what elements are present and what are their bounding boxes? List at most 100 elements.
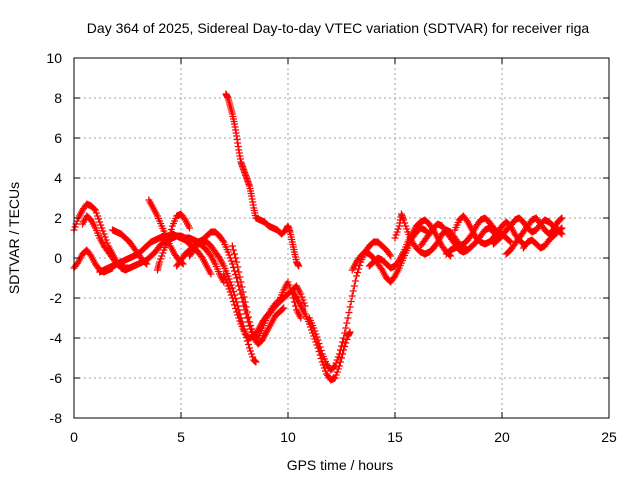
data-point — [315, 340, 323, 347]
data-point — [331, 362, 339, 370]
data-point — [321, 367, 329, 375]
series-arc-late-2 — [365, 216, 455, 272]
data-point — [158, 252, 166, 260]
data-point — [391, 234, 399, 242]
data-point — [235, 282, 243, 290]
data-point — [557, 215, 565, 223]
data-point — [349, 287, 357, 295]
data-point — [333, 368, 341, 376]
series-arc-mid-1 — [109, 226, 151, 268]
data-point — [334, 353, 342, 361]
x-tick-label: 20 — [494, 429, 510, 445]
data-point — [355, 265, 363, 273]
data-point — [332, 359, 340, 367]
data-point — [313, 333, 321, 341]
data-point — [346, 328, 354, 336]
data-point — [235, 314, 243, 322]
data-point — [351, 277, 359, 285]
data-point — [332, 371, 340, 379]
data-point — [71, 223, 79, 231]
data-point — [348, 292, 356, 300]
chart-title: Day 364 of 2025, Sidereal Day-to-day VTE… — [87, 20, 590, 36]
data-point — [233, 274, 241, 282]
data-point — [335, 350, 343, 358]
data-point — [341, 329, 349, 337]
series-arc-mid-3 — [153, 210, 194, 274]
data-point — [284, 278, 292, 286]
data-point — [228, 242, 236, 250]
data-point — [392, 231, 400, 239]
data-point — [249, 329, 257, 336]
data-point — [224, 272, 232, 280]
data-point — [240, 293, 248, 301]
data-point — [226, 288, 234, 296]
series-arc-dip-2 — [305, 238, 395, 374]
data-point — [97, 221, 105, 229]
data-point — [142, 259, 150, 267]
y-tick-label: -6 — [50, 370, 63, 386]
data-point — [228, 284, 236, 292]
data-point — [403, 225, 411, 233]
x-tick-label: 25 — [601, 429, 617, 445]
data-point — [402, 222, 410, 230]
data-point — [245, 344, 253, 352]
data-point — [295, 262, 303, 270]
data-point — [338, 342, 345, 350]
data-point — [557, 225, 565, 233]
data-point — [400, 216, 408, 224]
data-point — [314, 336, 322, 344]
data-point — [280, 304, 288, 312]
data-point — [159, 249, 167, 257]
data-point — [386, 251, 394, 258]
data-point — [338, 354, 345, 362]
plot-frame — [73, 57, 610, 419]
data-point — [279, 305, 287, 313]
data-point — [232, 305, 240, 312]
data-point — [334, 365, 342, 373]
series-arc-late-8 — [502, 214, 566, 258]
data-point — [165, 233, 173, 240]
data-point — [393, 228, 401, 236]
data-point — [235, 268, 243, 276]
data-point — [447, 252, 455, 260]
data-point — [103, 239, 111, 247]
x-axis-label: GPS time / hours — [287, 457, 394, 473]
y-tick-label: 4 — [54, 170, 62, 186]
data-point — [164, 236, 172, 244]
data-point — [248, 325, 256, 333]
data-point — [95, 215, 103, 223]
data-point — [245, 318, 253, 326]
data-point — [227, 291, 235, 299]
data-point — [239, 288, 247, 296]
data-point — [346, 303, 354, 311]
data-point — [237, 278, 245, 286]
data-point — [252, 358, 260, 366]
data-point — [331, 374, 339, 382]
data-point — [297, 314, 305, 322]
data-point — [354, 269, 362, 276]
data-point — [234, 311, 242, 319]
y-tick-label: 8 — [54, 90, 62, 106]
data-point — [219, 237, 227, 244]
data-point — [342, 324, 350, 332]
data-point — [233, 258, 241, 266]
data-point — [345, 309, 353, 316]
data-point — [166, 229, 174, 237]
data-point — [94, 212, 102, 220]
data-point — [236, 273, 244, 281]
data-point — [238, 283, 246, 291]
data-layer — [70, 90, 566, 384]
data-point — [248, 350, 256, 358]
data-point — [344, 314, 352, 322]
data-point — [232, 254, 240, 262]
data-point — [157, 255, 165, 263]
series-arc-late-9 — [519, 224, 566, 252]
y-tick-label: 10 — [46, 50, 62, 66]
y-tick-label: 0 — [54, 250, 62, 266]
data-point — [339, 338, 347, 346]
data-point — [221, 273, 229, 281]
data-point — [229, 298, 237, 305]
data-point — [226, 278, 234, 286]
data-point — [241, 298, 249, 306]
data-point — [224, 282, 232, 290]
